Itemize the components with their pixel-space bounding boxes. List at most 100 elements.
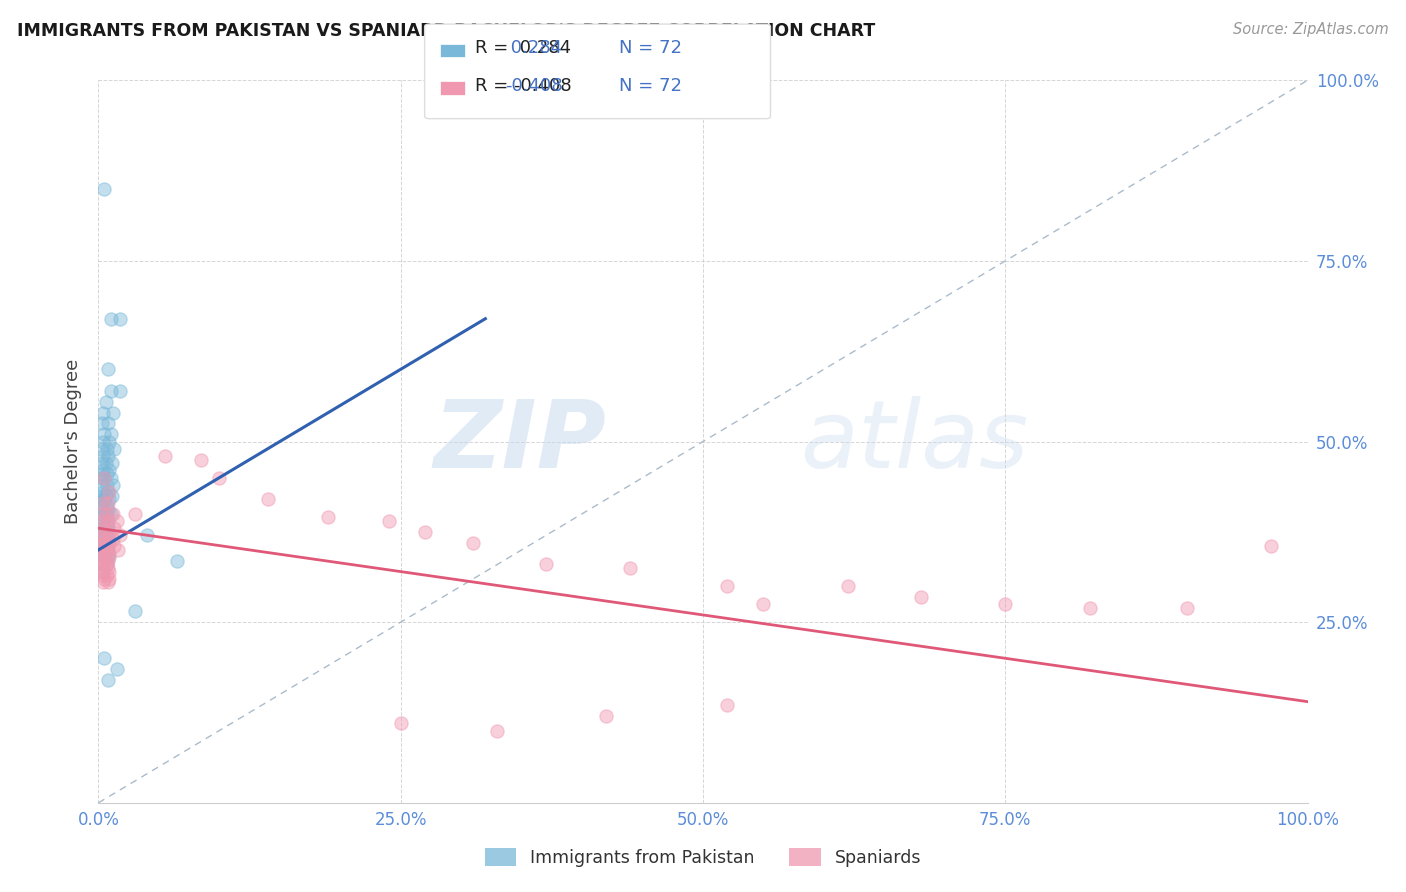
Point [91, 568, 114, 582]
Point [90, 471, 112, 485]
Point [91, 565, 114, 579]
Point [97, 561, 120, 575]
Point [94, 456, 117, 470]
Text: N = 72: N = 72 [619, 77, 682, 95]
Point [103, 521, 125, 535]
Point [96, 517, 118, 532]
Point [97, 496, 120, 510]
Point [91, 521, 114, 535]
Point [96, 507, 118, 521]
Point [93, 535, 115, 549]
Point [96, 542, 118, 557]
Point [97, 485, 120, 500]
Point [108, 384, 131, 398]
Point [96, 558, 118, 572]
Text: R = -0.408: R = -0.408 [475, 77, 572, 95]
Point [94, 528, 117, 542]
Point [91, 558, 114, 572]
Point [91, 547, 114, 561]
Point [124, 604, 146, 618]
Point [91, 434, 114, 449]
Point [91, 507, 114, 521]
Point [124, 507, 146, 521]
Point [100, 427, 122, 442]
Point [96, 478, 118, 492]
Point [108, 311, 131, 326]
Point [463, 535, 485, 549]
Point [91, 500, 114, 514]
Point [91, 575, 114, 590]
Text: ZIP: ZIP [433, 395, 606, 488]
Point [94, 507, 117, 521]
Point [716, 698, 738, 713]
Y-axis label: Bachelor's Degree: Bachelor's Degree [63, 359, 82, 524]
Point [91, 503, 114, 517]
Point [91, 528, 114, 542]
Point [93, 471, 115, 485]
Point [96, 442, 118, 456]
Point [103, 442, 125, 456]
Text: R =  0.284: R = 0.284 [475, 39, 571, 57]
Point [101, 532, 124, 546]
Point [91, 514, 114, 528]
Text: -0.408: -0.408 [505, 77, 562, 95]
Point [96, 568, 118, 582]
Point [1078, 600, 1101, 615]
Point [910, 590, 932, 604]
Point [190, 452, 212, 467]
Point [135, 528, 157, 542]
Point [100, 507, 122, 521]
Point [389, 716, 412, 731]
Point [98, 565, 121, 579]
Point [91, 485, 114, 500]
Point [98, 434, 121, 449]
Point [96, 521, 118, 535]
Point [91, 456, 114, 470]
Point [91, 489, 114, 503]
Point [413, 524, 436, 539]
Point [97, 575, 120, 590]
Text: IMMIGRANTS FROM PAKISTAN VS SPANIARD BACHELOR'S DEGREE CORRELATION CHART: IMMIGRANTS FROM PAKISTAN VS SPANIARD BAC… [17, 22, 875, 40]
Point [91, 561, 114, 575]
Point [716, 579, 738, 593]
Point [91, 517, 114, 532]
Point [107, 542, 129, 557]
Point [97, 550, 120, 565]
Point [91, 463, 114, 477]
Point [96, 558, 118, 572]
Point [108, 528, 131, 542]
Point [98, 572, 121, 586]
Point [97, 362, 120, 376]
Point [96, 500, 118, 514]
Point [91, 521, 114, 535]
Point [994, 597, 1017, 611]
Point [101, 478, 124, 492]
Point [93, 572, 115, 586]
Point [93, 651, 115, 665]
Point [1175, 600, 1198, 615]
Point [91, 535, 114, 549]
Point [91, 449, 114, 463]
Point [91, 550, 114, 565]
Point [101, 507, 124, 521]
Point [316, 510, 339, 524]
Point [98, 547, 121, 561]
Point [101, 406, 124, 420]
Point [94, 489, 117, 503]
Point [93, 182, 115, 196]
Point [752, 597, 775, 611]
Text: Source: ZipAtlas.com: Source: ZipAtlas.com [1233, 22, 1389, 37]
Point [97, 514, 120, 528]
Point [91, 528, 114, 542]
Point [93, 427, 115, 442]
Point [98, 528, 121, 542]
Point [91, 507, 114, 521]
Legend: Immigrants from Pakistan, Spaniards: Immigrants from Pakistan, Spaniards [478, 841, 928, 873]
Point [93, 550, 115, 565]
Point [98, 550, 121, 565]
Point [91, 467, 114, 481]
Point [96, 539, 118, 553]
Point [96, 547, 118, 561]
Point [595, 709, 617, 723]
Point [91, 539, 114, 553]
